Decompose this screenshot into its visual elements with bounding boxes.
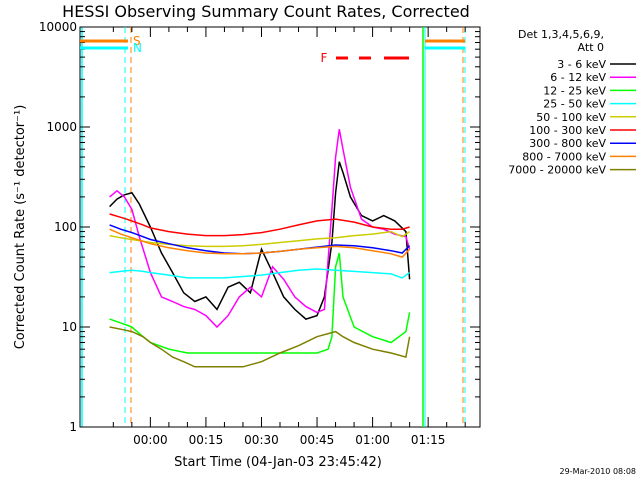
chart-title: HESSI Observing Summary Count Rates, Cor…	[62, 2, 470, 21]
legend-entry-label: 3 - 6 keV	[557, 58, 606, 71]
x-axis-label: Start Time (04-Jan-03 23:45:42)	[174, 455, 382, 470]
y-tick-label: 1000	[46, 120, 77, 134]
legend-entry-label: 7000 - 20000 keV	[508, 164, 606, 177]
orbit-bar-label: S	[133, 34, 141, 48]
x-tick-label: 00:45	[300, 433, 335, 447]
y-tick-label: 1	[69, 420, 77, 434]
legend-entry-label: 50 - 100 keV	[536, 111, 606, 124]
y-tick-label: 100	[54, 220, 77, 234]
x-tick-label: 00:15	[189, 433, 224, 447]
axis-ticks: 1 10 100 1000 10000 00:00 00:15 00:30 00:45 01:00…	[39, 20, 480, 447]
y-axis-label: Corrected Count Rate (s⁻¹ detector⁻¹)	[13, 105, 28, 350]
orbit-bars: SN	[80, 34, 465, 60]
orbit-bar-label: N	[133, 41, 142, 55]
x-tick-label: 01:00	[355, 433, 390, 447]
series-line	[109, 213, 410, 237]
legend-header: Att 0	[578, 41, 604, 54]
legend-entry-label: 100 - 300 keV	[529, 124, 606, 137]
x-tick-label: 00:30	[244, 433, 279, 447]
series-line	[109, 252, 411, 354]
legend-entry-label: 300 - 800 keV	[529, 137, 606, 150]
y-tick-label: 10000	[39, 20, 77, 34]
series-lines	[109, 129, 411, 368]
series-line	[109, 268, 411, 279]
flare-flag-label: F	[321, 51, 328, 65]
x-tick-label: 01:15	[411, 433, 446, 447]
y-tick-label: 10	[62, 320, 77, 334]
legend-entry-label: 800 - 7000 keV	[522, 150, 606, 163]
legend-entry-label: 12 - 25 keV	[543, 84, 606, 97]
legend-entry-label: 6 - 12 keV	[550, 71, 606, 84]
plot-frame	[79, 26, 481, 428]
legend-header: Det 1,3,4,5,6,9,	[518, 28, 604, 41]
series-line	[109, 228, 411, 258]
legend-entry-label: 25 - 50 keV	[543, 98, 606, 111]
orbit-spans	[81, 27, 466, 427]
x-tick-label: 00:00	[133, 433, 168, 447]
series-line	[109, 129, 411, 329]
footer-date: 29-Mar-2010 08:08	[560, 467, 637, 476]
series-line	[109, 326, 411, 368]
